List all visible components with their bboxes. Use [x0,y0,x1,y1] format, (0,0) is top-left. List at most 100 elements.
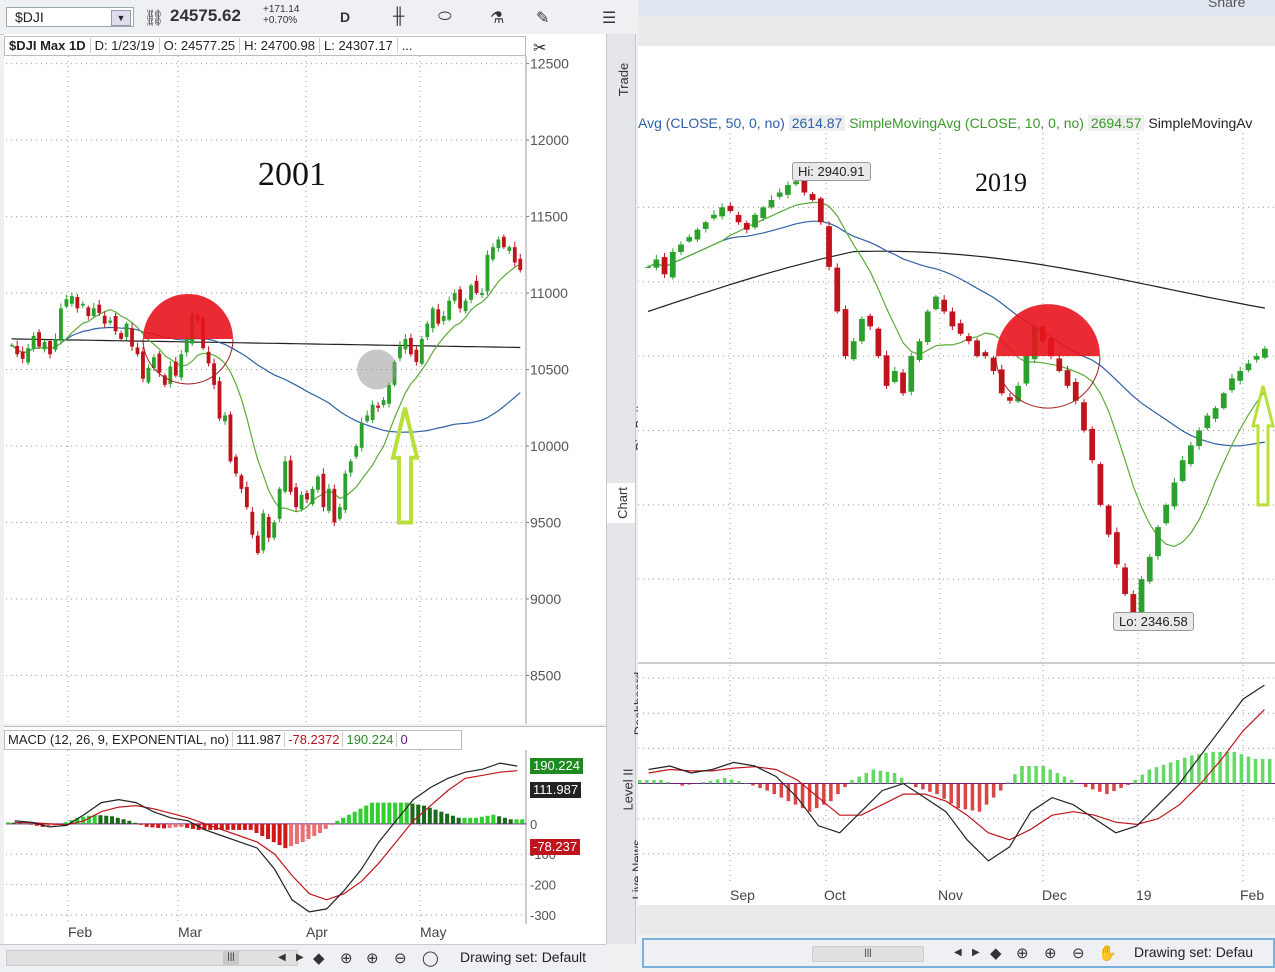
side-tab-big-buttons[interactable]: Big Buttons [607,384,648,451]
candle-body [234,456,238,474]
macd-histogram-bar [1225,751,1229,784]
right-header: Share [638,0,1275,16]
macd-histogram-bar [29,823,34,825]
candle-body [31,335,36,349]
hand-icon[interactable]: ✋ [1098,945,1117,962]
macd-histogram-bar [381,802,386,824]
candle-body [359,423,364,448]
side-tab-level-ii[interactable]: Level II [607,769,635,811]
macd-histogram-bar [1119,783,1123,789]
menu-icon[interactable]: ☰ [602,10,617,27]
sma200-line [11,338,521,349]
macd-histogram-bar [46,823,51,827]
right-macd-chart[interactable] [638,665,1275,883]
left-macd-chart[interactable]: -300-200-1000 [0,750,606,924]
x-tick-label: 19 [1136,887,1152,903]
left-scrollbar[interactable]: ||| [6,950,298,966]
candle-body [891,370,898,382]
left-toolbar: $DJI ▼ ⛓ 24575.62 +171.14 +0.70% D ╫ ⬭ ⚗… [0,0,632,35]
pan-icon[interactable]: ◆ [313,950,325,967]
side-tab-dashboard[interactable]: Dashboard [607,672,646,736]
candle-body [53,338,58,350]
scroll-thumb[interactable]: ||| [223,951,239,965]
sma50-line [11,326,521,433]
candle-style-icon[interactable]: ╫ [393,8,405,25]
candle-body [974,340,980,357]
macd-value-line [14,762,518,913]
candle-body [1089,428,1096,461]
right-scroll-thumb[interactable]: ||| [812,946,924,962]
macd-histogram-bar [485,815,490,824]
macd-histogram-bar [1083,783,1088,788]
candle-body [735,214,742,223]
candle-body [1015,385,1022,402]
side-tab-trade[interactable]: Trade [607,63,635,96]
right-crosshair-icon[interactable]: ⊕ [1016,945,1029,962]
right-price-chart[interactable] [638,133,1275,661]
candle-body [255,535,260,554]
chevron-down-icon[interactable]: ▼ [111,10,131,26]
candle-body [184,338,189,353]
gray-highlight-circle [357,349,397,390]
highlight-semicircle [996,304,1100,357]
macd-histogram-bar [271,823,276,843]
zoom-in-icon[interactable]: ⊕ [366,950,379,967]
collapse-icon[interactable]: ✂ [533,40,547,57]
price-change: +171.14 +0.70% [263,4,299,26]
candle-body [474,280,479,294]
macd-histogram-bar [346,814,351,824]
macd-histogram-bar [86,815,91,824]
right-scroll-left-icon[interactable]: ◀ [954,947,962,958]
candle-body [1212,408,1219,419]
candle-body [376,405,381,408]
symbol-input[interactable]: $DJI ▼ [6,7,134,27]
left-bottom-bar: ||| ◀ ▶ ◆ ⊕ ⊕ ⊖ ◯ Drawing set: Default [0,944,606,971]
candle-body [933,296,939,310]
aggregation-button[interactable]: D [340,9,351,25]
zoom-out-icon[interactable]: ⊖ [394,950,407,967]
side-tab-phase-scores[interactable]: Phase Scores [607,551,655,632]
candle-body [135,347,140,355]
scroll-right-icon[interactable]: ▶ [296,952,304,963]
flask-studies-icon[interactable]: ⚗ [490,10,505,27]
side-tab-active-trader[interactable]: Active Trader [607,271,653,348]
right-scroll-right-icon[interactable]: ▶ [972,947,980,958]
crosshair-icon[interactable]: ⊕ [340,950,353,967]
candle-body [97,304,102,313]
drawing-tools-icon[interactable]: ✎ [536,10,550,27]
link-icon[interactable]: ⛓ [144,10,165,27]
y-tick-label: -200 [530,878,556,893]
sma10-value: 2694.57 [1087,115,1145,131]
right-drawing-set-select[interactable]: Drawing set: Defau [1134,944,1254,960]
right-zoom-in-icon[interactable]: ⊕ [1044,945,1057,962]
macd-histogram-bar [138,823,143,825]
side-tab-chart[interactable]: Chart [607,483,635,523]
side-tab-times-and-sales[interactable]: Times And Sales [607,133,663,230]
right-study-legend: Avg (CLOSE, 50, 0, no) 2614.87 SimpleMov… [638,113,1275,134]
candle-body [113,316,118,332]
sma50-value: 2614.87 [788,115,846,131]
candle-body [485,254,490,292]
right-pan-icon[interactable]: ◆ [990,945,1002,962]
side-tab-live-news[interactable]: Live News [607,840,644,900]
macd-histogram-bar [1197,754,1201,784]
candle-body [316,476,320,490]
scroll-left-icon[interactable]: ◀ [278,952,286,963]
candle-body [102,315,107,324]
macd-histogram-bar [404,802,409,824]
candle-body [1237,370,1244,381]
macd-histogram-bar [772,783,777,795]
ellipse-tool-icon[interactable]: ◯ [422,950,439,967]
candle-body [337,507,342,519]
macd-histogram-bar [283,823,288,849]
x-tick-label: Oct [824,887,846,903]
right-zoom-out-icon[interactable]: ⊖ [1072,945,1085,962]
share-button[interactable]: Share [1208,0,1246,10]
panel-divider[interactable] [638,662,1275,664]
left-price-chart[interactable]: 8500 9000 9500 10000 10500 11000 11500 12000 125… [0,56,606,724]
macd-histogram-bar [329,823,334,825]
drawing-set-select[interactable]: Drawing set: Default [460,949,587,965]
macd-histogram-bar [977,783,982,812]
ellipse-drawing-icon[interactable]: ⬭ [438,8,452,25]
macd-histogram-bar [1041,765,1045,784]
